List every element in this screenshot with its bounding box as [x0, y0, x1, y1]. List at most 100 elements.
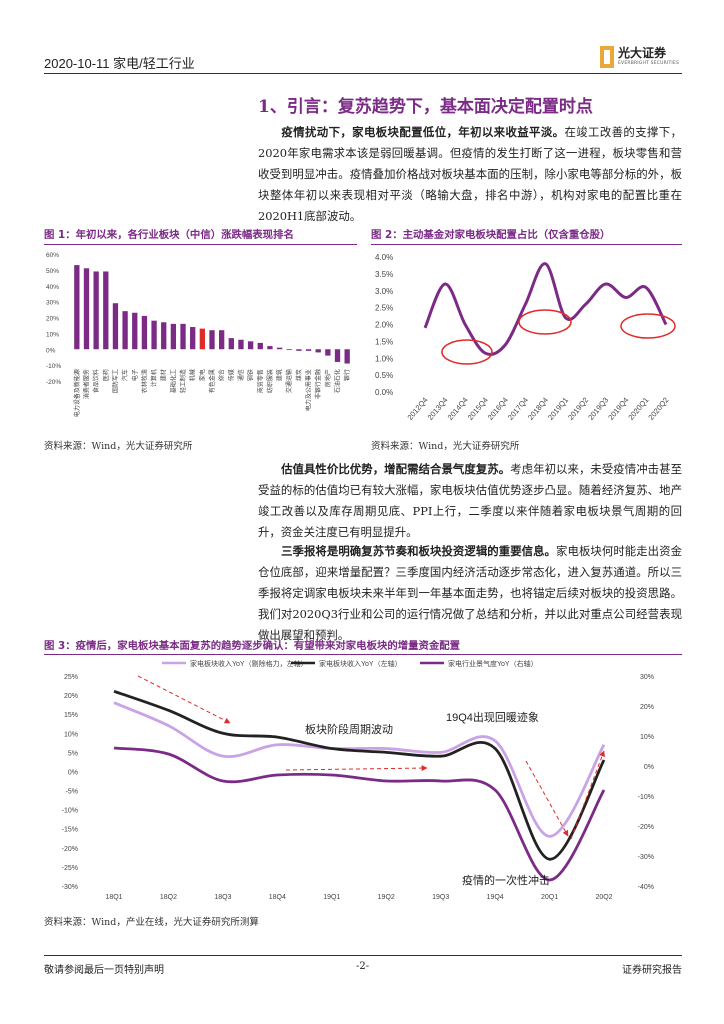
fig1-xtick: 家电 [198, 369, 206, 381]
fig2-xtick: 2019Q3 [586, 396, 610, 422]
fig1-bar [228, 338, 234, 350]
fig1-xtick: 商贸零售 [256, 369, 264, 393]
fig3-ytick-right: 30% [640, 674, 654, 681]
fig2-source: 资料来源：Wind，光大证券研究所 [371, 441, 520, 452]
paragraph-2-lead: 估值具性价比优势，增配需结合景气度复苏。 [281, 462, 511, 476]
fig1-bar [267, 346, 273, 350]
fig1-bar [296, 349, 302, 351]
fig3-xtick: 18Q3 [214, 894, 231, 901]
paragraph-1-text: 在竣工改善的支撑下，2020年家电需求本该是弱回暖基调。但疫情的发生打断了这一进… [258, 125, 682, 223]
fig1-ytick: 0% [46, 347, 56, 354]
header-rule [44, 73, 682, 74]
fig1-xtick: 传媒 [227, 369, 235, 381]
fig3-trend-arrow-2 [285, 765, 428, 772]
fig1-xtick: 建筑 [276, 369, 284, 381]
fig1-xtick: 通信 [237, 369, 245, 381]
fig3-series-line-2 [113, 689, 606, 861]
fig1-bar [112, 303, 119, 350]
fig2-chart: 4.0% 3.5% 3.0% 2.5% 2.0% 1.5% 1.0% 0.5% 0.0% 201… [375, 253, 676, 422]
fig2-ytick: 0.0% [375, 388, 393, 397]
fig1-xtick: 石油石化 [334, 369, 342, 393]
fig1-xtick: 电力设备及新能源 [73, 369, 81, 417]
fig1-bar [209, 330, 215, 350]
fig1-xtick: 轻工制造 [179, 369, 187, 393]
fig3-xtick: 18Q4 [269, 894, 286, 901]
fig1-rule [44, 244, 357, 245]
fig2-xtick: 2020Q2 [646, 396, 670, 422]
fig3-legend-label: 家电板块收入YoY（剔除格力，左轴） [190, 659, 308, 668]
fig2-ytick: 1.5% [375, 337, 393, 346]
fig3-annotation-2: 19Q4出现回暖迹象 [446, 710, 539, 724]
fig2-ytick: 1.0% [375, 354, 393, 363]
fig2-ytick: 0.5% [375, 371, 393, 380]
fig1-xtick: 电力及公用事业 [305, 369, 313, 411]
fig2-highlight-circle-3 [620, 313, 676, 339]
fig1-bar [190, 327, 196, 350]
fig3-ytick-right: 20% [640, 704, 654, 711]
fig2-ytick: 4.0% [375, 253, 393, 262]
fig3-ytick-left: 0% [68, 769, 78, 776]
fig2-highlight-circle-1 [441, 339, 493, 365]
fig3-ytick-left: 15% [64, 712, 78, 719]
fig1-ytick: 60% [46, 252, 59, 259]
paragraph-3: 三季报将是明确复苏节奏和板块投资逻辑的重要信息。家电板块何时能走出资金仓位底部，… [258, 541, 682, 646]
logo-cn: 光大证券 [618, 46, 667, 60]
fig3-ytick-right: 10% [640, 734, 654, 741]
fig1-xtick: 农林牧渔 [140, 369, 148, 393]
fig3-ytick-right: 0% [644, 764, 654, 771]
fig3-title: 图 3：疫情后，家电板块基本面复苏的趋势逐步确认：有望带来对家电板块的增量资金配… [44, 640, 461, 652]
fig3-ytick-right: -10% [638, 794, 654, 801]
fig1-bar [122, 311, 128, 350]
fig3-chart: 家电板块收入YoY（剔除格力，左轴） 家电板块收入YoY（左轴） 家电行业景气度Yo… [62, 659, 654, 901]
fig1-xtick: 有色金属 [208, 369, 216, 393]
paragraph-1-lead: 疫情扰动下，家电板块配置低位，年初以来收益平淡。 [281, 125, 565, 139]
fig3-ytick-right: -20% [638, 824, 654, 831]
fig1-bar [247, 341, 254, 350]
fig2-ytick: 3.5% [375, 270, 393, 279]
fig2-xtick: 2019Q1 [546, 396, 570, 422]
fig2-ytick: 3.0% [375, 287, 393, 296]
paragraph-1: 疫情扰动下，家电板块配置低位，年初以来收益平淡。在竣工改善的支撑下，2020年家… [258, 122, 682, 227]
fig1-xtick: 建材 [160, 369, 168, 381]
fig2-highlight-circle-2 [518, 309, 572, 335]
fig3-ytick-left: 20% [64, 693, 78, 700]
footer-page-number: -2- [356, 961, 370, 972]
fig3-ytick-right: -40% [638, 884, 654, 891]
fig1-bar [257, 342, 263, 350]
fig1-bar [276, 347, 283, 350]
everbright-logo: 光大证券 EVERBRIGHT SECURITIES [600, 44, 682, 70]
fig1-bar [238, 339, 244, 350]
paragraph-2-text: 考虑年初以来，未受疫情冲击甚至受益的标的估值均已有较大涨幅，家电板块估值优势逐步… [258, 462, 682, 539]
logo-mark-icon [600, 46, 614, 68]
fig2-xtick: 2019Q4 [606, 396, 630, 422]
fig1-bar [334, 349, 341, 362]
fig1-ytick: 40% [46, 284, 59, 291]
fig2-rule [371, 244, 682, 245]
fig1-bar [103, 271, 109, 350]
fig3-ytick-left: 10% [64, 731, 78, 738]
fig2-xtick: 2019Q2 [566, 396, 590, 422]
fig1-xtick: 国防军工 [111, 369, 119, 393]
fig3-ytick-left: 25% [64, 674, 78, 681]
fig1-source: 资料来源：Wind，光大证券研究所 [44, 441, 193, 452]
fig2-xtick: 2016Q4 [486, 396, 510, 422]
fig2-xtick: 2017Q4 [506, 396, 530, 422]
fig1-xtick: 计算机 [150, 369, 158, 387]
fig1-bar [141, 315, 148, 350]
fig1-xtick: 钢铁 [247, 369, 255, 381]
fig2-xtick: 2020Q1 [626, 396, 650, 422]
fig1-bar [93, 271, 99, 350]
fig1-xtick: 消费者服务 [82, 369, 90, 399]
fig3-ytick-right: -30% [638, 854, 654, 861]
fig1-xtick: 食品饮料 [92, 369, 100, 393]
fig1-bar [325, 349, 331, 356]
fig3-ytick-left: -20% [62, 846, 78, 853]
fig2-xtick: 2018Q4 [526, 396, 550, 422]
fig3-ytick-left: -10% [62, 808, 78, 815]
fig1-bar [305, 349, 312, 351]
fig1-xtick: 基础化工 [169, 369, 177, 393]
fig1-bar [83, 268, 90, 350]
fig1-title: 图 1：年初以来，各行业板块（中信）涨跌幅表现排名 [44, 229, 294, 241]
fig3-trend-arrow-3 [525, 760, 569, 837]
fig3-rule [44, 654, 682, 655]
